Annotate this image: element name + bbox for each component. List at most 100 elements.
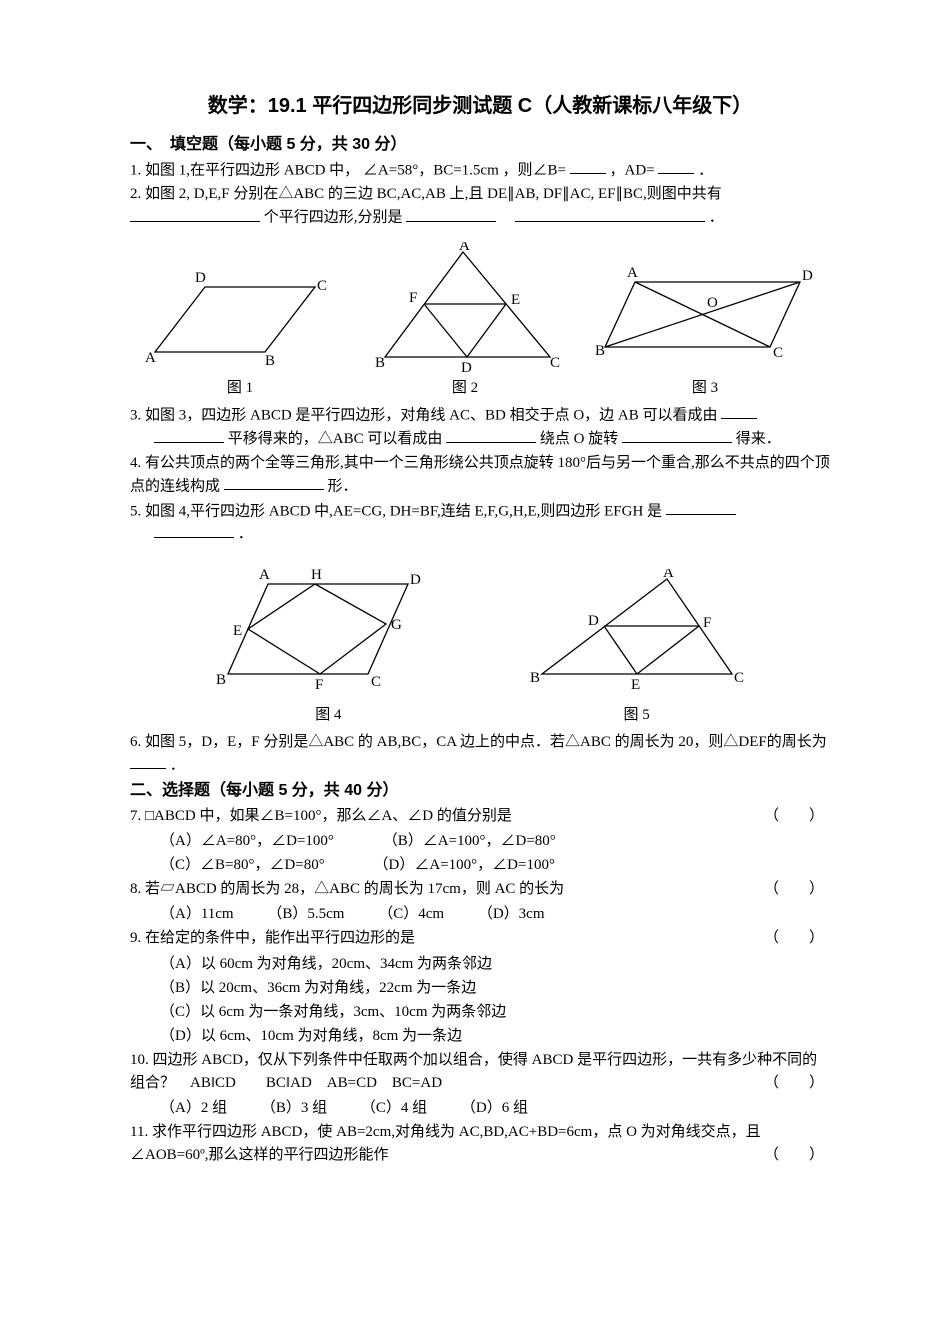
q3-blank-2 xyxy=(154,427,224,442)
q2-text-c: ． xyxy=(709,210,724,226)
figure-3: A D B C O 图 3 xyxy=(595,262,815,400)
q2-text-a: 2. 如图 2, D,E,F 分别在△ABC 的三边 BC,AC,AB 上,且 … xyxy=(130,186,722,202)
q6-text-a: 6. 如图 5，D，E，F 分别是△ABC 的 AB,BC，CA 边上的中点．若… xyxy=(130,734,827,750)
svg-text:E: E xyxy=(631,677,640,693)
svg-text:E: E xyxy=(511,292,520,308)
q5-text-b: ． xyxy=(238,526,253,542)
q7-opt-b: （B）∠A=100°，∠D=80° xyxy=(383,833,556,849)
q10-opt-c: （C）4 组 xyxy=(361,1100,427,1116)
svg-text:A: A xyxy=(627,265,638,281)
svg-text:D: D xyxy=(802,268,813,284)
q1: 1. 如图 1,在平行四边形 ABCD 中， ∠A=58°，BC=1.5cm ，… xyxy=(130,159,830,183)
svg-text:H: H xyxy=(311,567,322,583)
svg-text:A: A xyxy=(459,242,470,254)
q2: 2. 如图 2, D,E,F 分别在△ABC 的三边 BC,AC,AB 上,且 … xyxy=(130,183,830,230)
q1-text-a: 1. 如图 1,在平行四边形 ABCD 中， ∠A=58°，BC=1.5cm ，… xyxy=(130,162,566,178)
figure-row-1: A B C D 图 1 A B C F xyxy=(130,242,830,400)
q3: 3. 如图 3，四边形 ABCD 是平行四边形，对角线 AC、BD 相交于点 O… xyxy=(130,404,830,451)
q3-blank-1 xyxy=(721,404,757,419)
triangle-def-icon: A B C F E D xyxy=(365,242,565,372)
q10-paren: （ ） xyxy=(764,1072,824,1095)
q5-blank xyxy=(666,500,736,515)
q8-paren: （ ） xyxy=(764,878,824,901)
q5: 5. 如图 4,平行四边形 ABCD 中,AE=CG, DH=BF,连结 E,F… xyxy=(130,500,830,547)
q7-opts-1: （A）∠A=80°，∠D=100° （B）∠A=100°，∠D=80° xyxy=(130,829,830,853)
q9-opt-c: （C）以 6cm 为一条对角线，3cm、10cm 为两条邻边 xyxy=(130,1000,830,1024)
q9-opt-d: （D）以 6cm、10cm 为对角线，8cm 为一条边 xyxy=(130,1024,830,1048)
svg-text:E: E xyxy=(233,623,242,639)
svg-text:D: D xyxy=(410,572,421,588)
q11-paren: （ ） xyxy=(764,1144,824,1167)
q1-blank-2 xyxy=(658,159,694,174)
svg-text:G: G xyxy=(391,617,402,633)
fig4-caption: 图 4 xyxy=(315,703,341,727)
figure-1: A B C D 图 1 xyxy=(145,262,335,400)
q3-text-d: 得来． xyxy=(736,431,781,447)
q5-blank-2 xyxy=(154,523,234,538)
q3-text-a: 3. 如图 3，四边形 ABCD 是平行四边形，对角线 AC、BD 相交于点 O… xyxy=(130,407,718,423)
q8-opt-b: （B）5.5cm xyxy=(267,906,344,922)
q7: 7. □ABCD 中，如果∠B=100°，那么∠A、∠D 的值分别是 （ ） xyxy=(130,805,830,828)
svg-text:F: F xyxy=(703,615,711,631)
q11: 11. 求作平行四边形 ABCD，使 AB=2cm,对角线为 AC,BD,AC+… xyxy=(130,1121,830,1168)
q2-blank-3 xyxy=(515,206,705,221)
q9-opt-a: （A）以 60cm 为对角线，20cm、34cm 为两条邻边 xyxy=(130,952,830,976)
svg-text:D: D xyxy=(195,270,206,286)
q5-text-a: 5. 如图 4,平行四边形 ABCD 中,AE=CG, DH=BF,连结 E,F… xyxy=(130,503,662,519)
triangle-midpoints-icon: A B C D F E xyxy=(527,569,747,699)
figure-5: A B C D F E 图 5 xyxy=(527,569,747,727)
q7-opt-a: （A）∠A=80°，∠D=100° xyxy=(160,833,334,849)
q6-blank xyxy=(130,754,166,769)
q7-opt-d: （D）∠A=100°，∠D=100° xyxy=(374,857,555,873)
q3-blank-4 xyxy=(622,427,732,442)
svg-text:C: C xyxy=(734,670,744,686)
fig2-caption: 图 2 xyxy=(452,376,478,400)
q9: 9. 在给定的条件中，能作出平行四边形的是 （ ） xyxy=(130,927,830,950)
svg-text:C: C xyxy=(317,278,327,294)
svg-text:C: C xyxy=(773,345,783,361)
svg-text:B: B xyxy=(530,670,540,686)
svg-text:O: O xyxy=(707,295,718,311)
q3-blank-3 xyxy=(446,427,536,442)
parallelogram-efgh-icon: A D B C H G F E xyxy=(213,559,443,699)
svg-text:D: D xyxy=(461,360,472,372)
q3-text-b: 平移得来的，△ABC 可以看成由 xyxy=(228,431,443,447)
svg-text:F: F xyxy=(409,290,417,306)
svg-text:D: D xyxy=(588,613,599,629)
q8-opt-d: （D）3cm xyxy=(478,906,545,922)
q10: 10. 四边形 ABCD，仅从下列条件中任取两个加以组合，使得 ABCD 是平行… xyxy=(130,1049,830,1096)
q6-text-b: ． xyxy=(170,757,185,773)
q8-opts: （A）11cm （B）5.5cm （C）4cm （D）3cm xyxy=(130,902,830,926)
svg-text:B: B xyxy=(265,353,275,369)
q7-opt-c: （C）∠B=80°，∠D=80° xyxy=(160,857,325,873)
figure-4: A D B C H G F E 图 4 xyxy=(213,559,443,727)
page: 数学：19.1 平行四边形同步测试题 C（人教新课标八年级下） 一、 填空题（每… xyxy=(0,0,950,1344)
svg-text:A: A xyxy=(145,350,156,366)
q4-text-b: 形． xyxy=(328,478,358,494)
svg-text:C: C xyxy=(550,355,560,371)
q7-opts-2: （C）∠B=80°，∠D=80° （D）∠A=100°，∠D=100° xyxy=(130,853,830,877)
q10-opt-a: （A）2 组 xyxy=(160,1100,227,1116)
q1-blank-1 xyxy=(570,159,606,174)
q9-paren: （ ） xyxy=(764,927,824,950)
q11-text: 11. 求作平行四边形 ABCD，使 AB=2cm,对角线为 AC,BD,AC+… xyxy=(130,1124,761,1163)
svg-text:A: A xyxy=(259,567,270,583)
svg-text:C: C xyxy=(371,674,381,690)
q9-opt-b: （B）以 20cm、36cm 为对角线，22cm 为一条边 xyxy=(130,976,830,1000)
page-title: 数学：19.1 平行四边形同步测试题 C（人教新课标八年级下） xyxy=(130,90,830,122)
svg-text:B: B xyxy=(595,343,605,359)
svg-text:B: B xyxy=(375,355,385,371)
q10-text: 10. 四边形 ABCD，仅从下列条件中任取两个加以组合，使得 ABCD 是平行… xyxy=(130,1052,817,1091)
q4-blank xyxy=(224,475,324,490)
q9-text: 9. 在给定的条件中，能作出平行四边形的是 xyxy=(130,930,415,946)
q6: 6. 如图 5，D，E，F 分别是△ABC 的 AB,BC，CA 边上的中点．若… xyxy=(130,731,830,778)
q7-text: 7. □ABCD 中，如果∠B=100°，那么∠A、∠D 的值分别是 xyxy=(130,808,512,824)
svg-text:A: A xyxy=(663,569,674,581)
q2-blank-2 xyxy=(406,206,496,221)
q7-paren: （ ） xyxy=(764,805,824,828)
q8: 8. 若▱ABCD 的周长为 28，△ABC 的周长为 17cm，则 AC 的长… xyxy=(130,878,830,901)
q10-opt-b: （B）3 组 xyxy=(261,1100,327,1116)
figure-row-2: A D B C H G F E 图 4 xyxy=(130,559,830,727)
parallelogram-abcd-icon: A B C D xyxy=(145,262,335,372)
q8-opt-c: （C）4cm xyxy=(378,906,444,922)
